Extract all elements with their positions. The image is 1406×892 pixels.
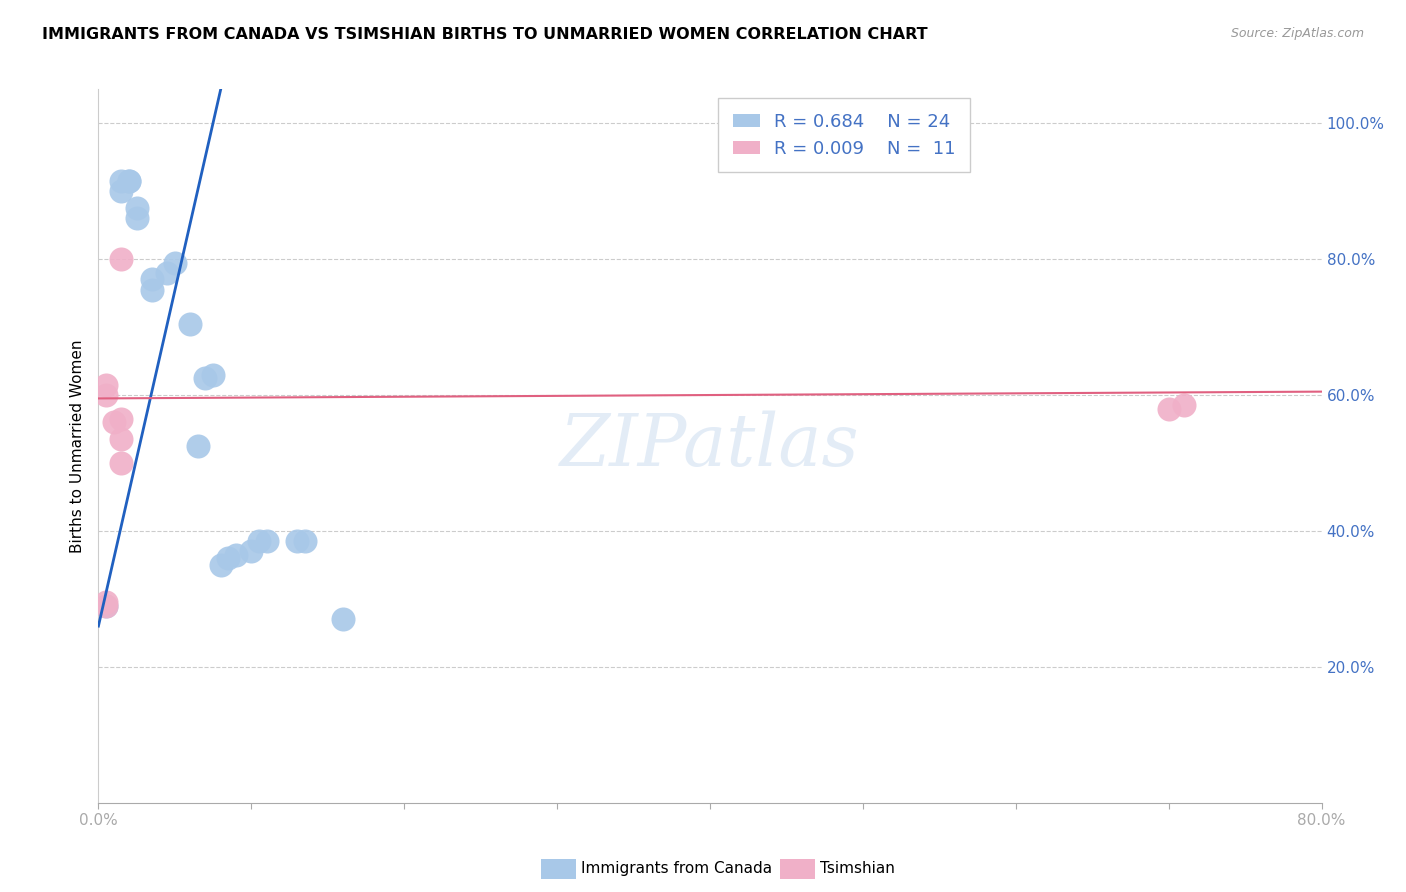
Text: Immigrants from Canada: Immigrants from Canada: [581, 862, 772, 876]
Point: [225, 548, 247, 562]
Point: [94, 599, 117, 613]
Point: [141, 272, 163, 286]
Point: [1173, 398, 1195, 412]
Text: Source: ZipAtlas.com: Source: ZipAtlas.com: [1230, 27, 1364, 40]
Point: [94, 388, 117, 402]
Point: [94, 377, 117, 392]
Point: [209, 558, 232, 572]
Point: [110, 252, 132, 266]
Text: Tsimshian: Tsimshian: [820, 862, 894, 876]
Point: [118, 174, 141, 188]
Point: [202, 368, 225, 382]
Point: [247, 534, 270, 549]
Point: [110, 412, 132, 426]
Point: [125, 201, 148, 215]
Point: [156, 266, 179, 280]
Text: IMMIGRANTS FROM CANADA VS TSIMSHIAN BIRTHS TO UNMARRIED WOMEN CORRELATION CHART: IMMIGRANTS FROM CANADA VS TSIMSHIAN BIRT…: [42, 27, 928, 42]
Point: [240, 544, 263, 558]
Point: [110, 174, 132, 188]
Point: [187, 439, 209, 453]
Point: [179, 317, 201, 331]
Point: [94, 595, 117, 609]
Point: [110, 456, 132, 470]
Point: [110, 432, 132, 446]
Point: [118, 174, 141, 188]
Point: [294, 534, 316, 549]
Point: [125, 211, 148, 226]
Point: [110, 184, 132, 198]
Point: [256, 534, 278, 549]
Text: ZIPatlas: ZIPatlas: [560, 410, 860, 482]
Point: [1157, 401, 1180, 416]
Y-axis label: Births to Unmarried Women: Births to Unmarried Women: [69, 339, 84, 553]
Point: [163, 255, 186, 269]
Point: [103, 415, 125, 429]
Legend: R = 0.684    N = 24, R = 0.009    N =  11: R = 0.684 N = 24, R = 0.009 N = 11: [718, 98, 970, 172]
Point: [217, 551, 239, 566]
Point: [141, 283, 163, 297]
Point: [332, 612, 354, 626]
Point: [285, 534, 308, 549]
Point: [94, 599, 117, 613]
Point: [194, 371, 217, 385]
